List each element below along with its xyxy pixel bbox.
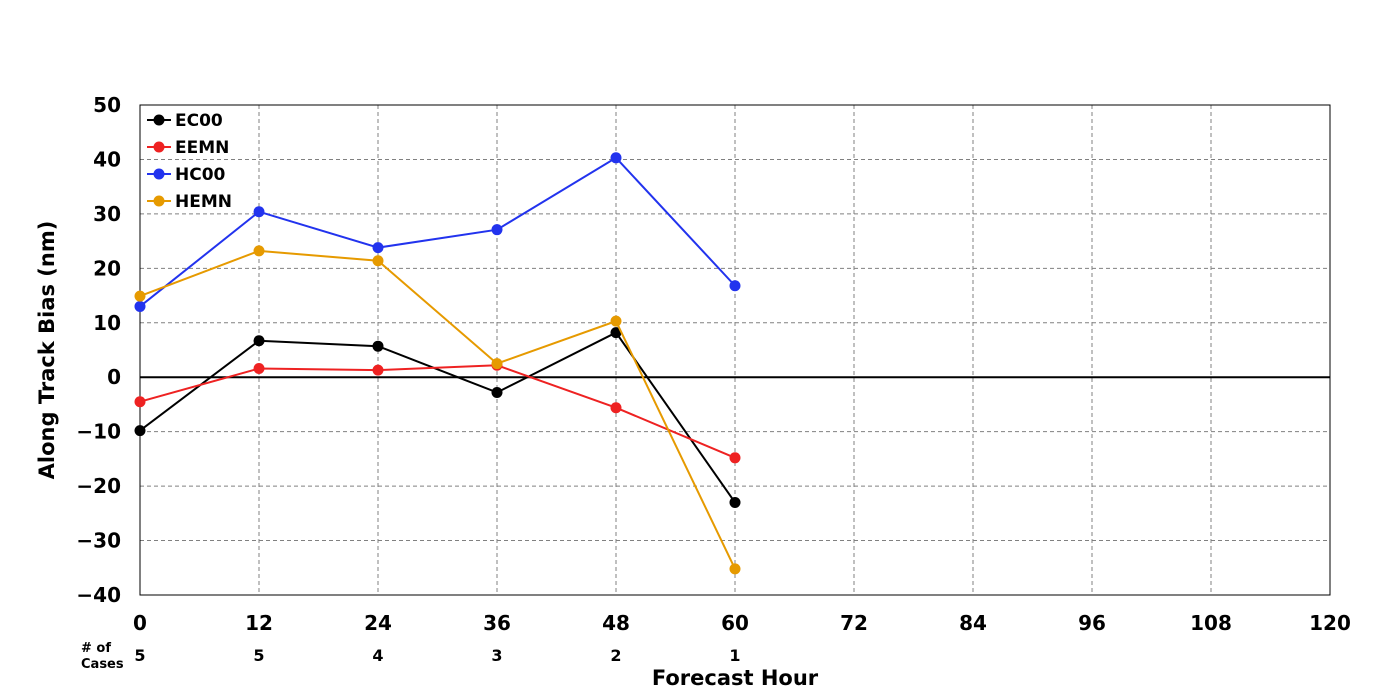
y-tick-label: 40 — [93, 147, 121, 171]
series-hemn — [134, 245, 741, 575]
x-tick-label: 12 — [245, 611, 273, 635]
legend-item-eemn: EEMN — [147, 138, 229, 158]
y-tick-label: −10 — [76, 420, 121, 444]
series-line-ec00 — [139, 331, 736, 504]
cases-row: # of Cases 5 5 4 3 2 1 — [81, 641, 741, 672]
plot-frame — [139, 104, 1331, 596]
x-tick-label: 36 — [483, 611, 511, 635]
legend-item-ec00: EC00 — [147, 111, 223, 131]
data-point-hemn — [134, 290, 146, 302]
data-point-ec00 — [729, 496, 741, 508]
data-point-hc00 — [491, 224, 503, 236]
data-point-hc00 — [610, 152, 622, 164]
data-point-ec00 — [372, 340, 384, 352]
data-point-hemn — [491, 358, 503, 370]
data-point-eemn — [610, 402, 622, 414]
data-point-hemn — [372, 255, 384, 267]
data-point-eemn — [134, 396, 146, 408]
y-tick-label: 0 — [107, 365, 121, 389]
legend-marker — [153, 168, 165, 180]
y-axis-title: Along Track Bias (nm) — [35, 221, 59, 480]
x-tick-label: 24 — [364, 611, 392, 635]
legend-label: HC00 — [175, 165, 226, 185]
x-tick-label: 96 — [1078, 611, 1106, 635]
grid-lines — [140, 105, 1330, 595]
case-count: 5 — [253, 646, 264, 665]
data-point-ec00 — [491, 386, 503, 398]
cases-label-line2: Cases — [81, 657, 124, 672]
x-tick-label: 0 — [133, 611, 147, 635]
data-point-hc00 — [253, 206, 265, 218]
data-point-eemn — [253, 363, 265, 375]
data-point-hemn — [610, 315, 622, 327]
legend-marker — [153, 141, 165, 153]
case-count: 5 — [134, 646, 145, 665]
x-tick-label: 84 — [959, 611, 987, 635]
x-tick-label: 108 — [1190, 611, 1232, 635]
data-point-hc00 — [134, 300, 146, 312]
y-tick-labels: −40 −30 −20 −10 0 10 20 30 40 50 — [76, 93, 121, 607]
series-line-eemn — [139, 364, 736, 459]
legend-marker — [153, 195, 165, 207]
series-hc00 — [134, 152, 741, 312]
legend-marker — [153, 114, 165, 126]
x-tick-label: 120 — [1309, 611, 1351, 635]
cases-label-line1: # of — [81, 641, 111, 656]
legend-item-hc00: HC00 — [147, 165, 226, 185]
x-tick-label: 48 — [602, 611, 630, 635]
data-point-ec00 — [610, 327, 622, 339]
y-tick-label: 30 — [93, 202, 121, 226]
legend-label: EC00 — [175, 111, 223, 131]
y-tick-label: −40 — [76, 583, 121, 607]
y-tick-label: −30 — [76, 529, 121, 553]
legend-label: EEMN — [175, 138, 229, 158]
series-line-hc00 — [139, 156, 736, 308]
series-line-hemn — [139, 249, 736, 570]
y-tick-label: 50 — [93, 93, 121, 117]
series-lines — [134, 152, 741, 575]
legend-label: HEMN — [175, 192, 232, 212]
y-tick-label: −20 — [76, 474, 121, 498]
data-point-ec00 — [253, 335, 265, 347]
series-eemn — [134, 359, 741, 464]
case-count: 3 — [491, 646, 502, 665]
data-point-hc00 — [729, 280, 741, 292]
data-point-ec00 — [134, 425, 146, 437]
legend-item-hemn: HEMN — [147, 192, 232, 212]
series-ec00 — [134, 327, 741, 508]
x-tick-label: 72 — [840, 611, 868, 635]
legend: EC00 EEMN HC00 HEMN — [147, 111, 232, 212]
data-point-eemn — [372, 364, 384, 376]
case-count: 1 — [729, 646, 740, 665]
case-count: 4 — [372, 646, 383, 665]
x-tick-labels: 0 12 24 36 48 60 72 84 96 108 120 — [133, 611, 1351, 635]
data-point-hc00 — [372, 242, 384, 254]
data-point-hemn — [253, 245, 265, 257]
x-axis-title: Forecast Hour — [652, 666, 819, 690]
data-point-eemn — [729, 452, 741, 464]
case-count: 2 — [610, 646, 621, 665]
x-tick-label: 60 — [721, 611, 749, 635]
y-tick-label: 10 — [93, 311, 121, 335]
y-tick-label: 20 — [93, 256, 121, 280]
data-point-hemn — [729, 563, 741, 575]
